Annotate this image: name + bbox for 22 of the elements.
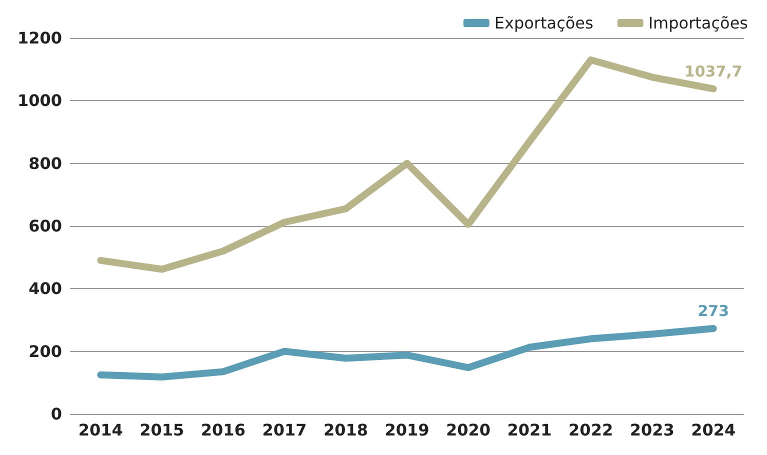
x-tick-label: 2014 xyxy=(78,420,123,440)
x-tick-label: 2021 xyxy=(507,420,552,440)
y-tick-label: 200 xyxy=(28,342,62,361)
x-tick-label: 2017 xyxy=(262,420,307,440)
y-tick-label: 1200 xyxy=(17,28,62,48)
x-tick-label: 2019 xyxy=(384,420,430,440)
y-tick-label: 600 xyxy=(28,216,62,236)
y-tick-label: 800 xyxy=(28,154,62,173)
x-tick-label: 2023 xyxy=(630,420,674,440)
data-label: 1037,7 xyxy=(684,62,742,80)
y-tick-label: 0 xyxy=(50,404,62,424)
data-label: 273 xyxy=(698,302,730,320)
x-tick-label: 2016 xyxy=(200,420,246,440)
legend-label: Importações xyxy=(648,14,748,32)
x-tick-label: 2020 xyxy=(446,420,491,440)
y-tick-label: 400 xyxy=(28,279,62,298)
x-tick-label: 2022 xyxy=(568,420,614,440)
x-tick-label: 2018 xyxy=(323,420,368,440)
x-tick-label: 2015 xyxy=(140,420,184,440)
y-tick-label: 1000 xyxy=(17,91,62,110)
x-tick-label: 2024 xyxy=(691,420,736,440)
legend-label: Exportações xyxy=(494,14,594,32)
